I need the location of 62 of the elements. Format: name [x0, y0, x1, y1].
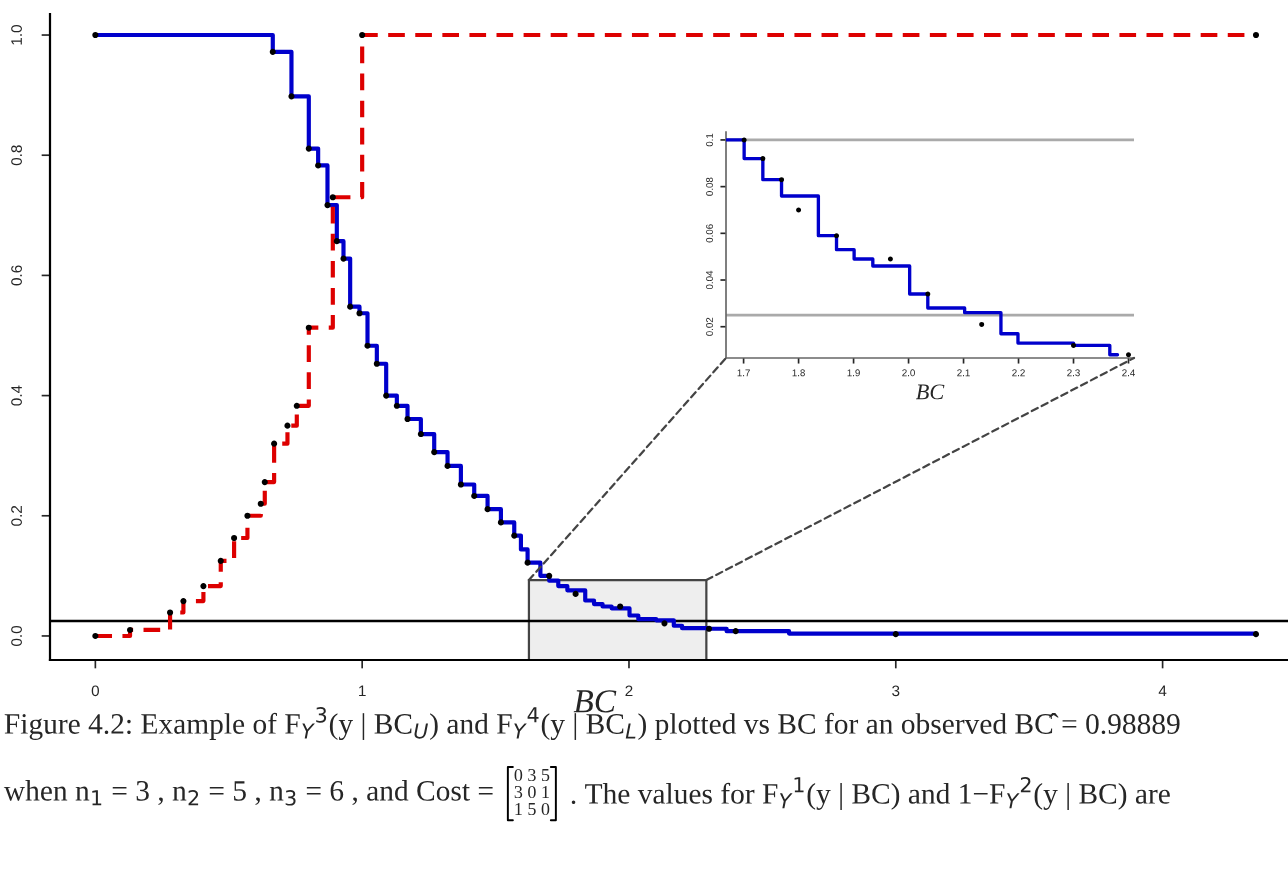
point	[305, 324, 312, 331]
point	[271, 440, 278, 447]
point	[417, 430, 424, 438]
point	[834, 233, 840, 239]
point	[484, 506, 491, 513]
point	[180, 598, 187, 605]
point	[457, 481, 464, 488]
point	[572, 590, 579, 597]
point	[284, 422, 291, 429]
point	[364, 342, 371, 349]
x-axis-title: BC	[916, 384, 945, 400]
point	[383, 392, 390, 399]
point	[333, 238, 340, 245]
text: . The values for F$_{Y}$$^{1}$(y | BC) and 1−F$_{Y}$$^{2}$(y | BC) are	[571, 776, 1170, 810]
point	[892, 631, 899, 638]
point	[497, 519, 504, 526]
point	[732, 628, 739, 635]
point	[257, 500, 264, 507]
point	[305, 145, 312, 152]
point	[779, 177, 785, 183]
point	[167, 609, 174, 616]
point	[617, 603, 624, 610]
point	[887, 256, 893, 262]
point	[661, 620, 668, 627]
point	[796, 207, 802, 213]
point	[261, 479, 268, 486]
point	[92, 632, 99, 640]
point	[444, 462, 451, 469]
point	[705, 625, 713, 632]
text: 0 3 5 3 0 1 1 5 0	[514, 768, 550, 816]
point	[979, 321, 985, 327]
point	[393, 402, 400, 409]
point	[231, 534, 238, 542]
point	[471, 492, 478, 499]
text: when n$_{1}$ = 3 , n$_{2}$ = 5 , n$_{3}$ = 6 , and Cost =	[3, 780, 493, 806]
point	[269, 48, 276, 55]
point	[324, 202, 331, 209]
point	[347, 303, 354, 310]
point	[244, 512, 251, 519]
point	[760, 156, 766, 162]
point	[524, 559, 531, 566]
point	[288, 93, 295, 100]
point	[925, 291, 931, 297]
point	[1252, 31, 1260, 39]
point	[1252, 631, 1260, 638]
point	[340, 255, 347, 262]
point	[431, 449, 438, 456]
point	[404, 415, 411, 423]
point	[126, 626, 134, 634]
point	[741, 137, 747, 143]
point	[92, 31, 99, 39]
point	[200, 583, 207, 590]
point	[546, 572, 553, 579]
point	[1071, 342, 1077, 348]
point	[315, 162, 322, 169]
point	[373, 360, 380, 367]
point	[293, 402, 300, 409]
point	[217, 557, 224, 564]
point	[511, 532, 518, 539]
point	[329, 194, 336, 201]
point	[359, 31, 366, 39]
point	[356, 310, 363, 317]
